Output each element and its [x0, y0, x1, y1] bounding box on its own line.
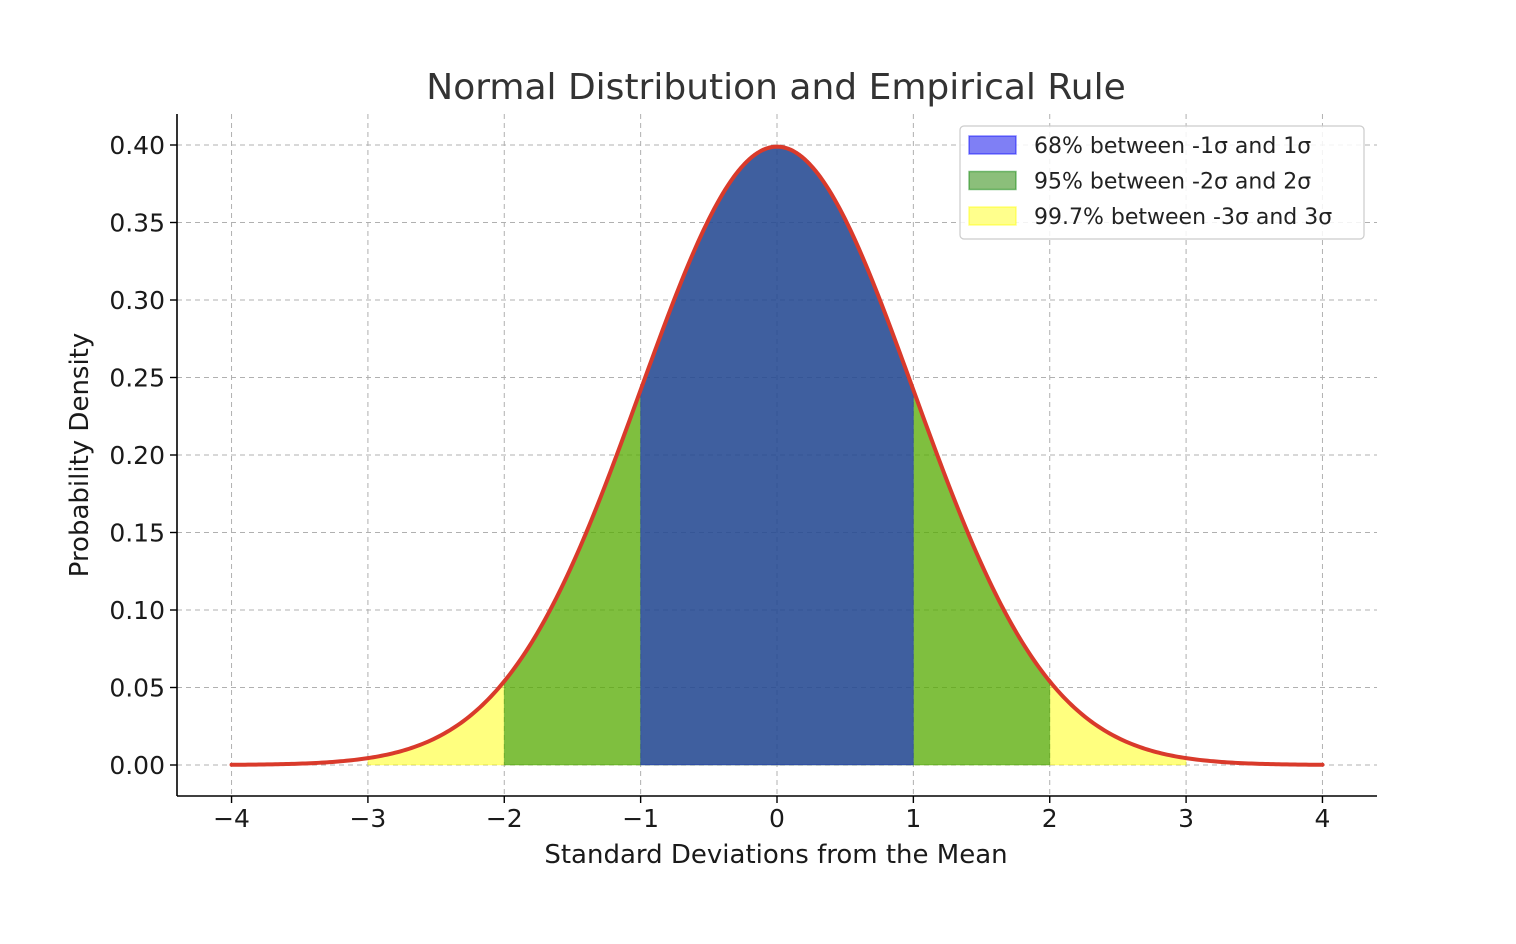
- y-tick-label-5: 0.25: [109, 364, 165, 393]
- legend: 68% between -1σ and 1σ 95% between -2σ an…: [959, 125, 1365, 240]
- y-tick-label-3: 0.15: [109, 519, 165, 548]
- x-axis-label: Standard Deviations from the Mean: [544, 840, 1007, 870]
- x-tick-label-8: 4: [1315, 804, 1331, 833]
- curve-layer: [229, 144, 1325, 767]
- legend-swatch-1: [968, 170, 1017, 191]
- shaded-regions: [367, 146, 1187, 766]
- legend-box: [959, 125, 1365, 240]
- normal-curve-line: [229, 144, 1325, 767]
- x-tick-label-3: −1: [622, 804, 659, 833]
- y-axis-ticks: 0.00 0.05 0.10 0.15 0.20 0.25 0.30 0.35 0.40: [109, 131, 177, 780]
- x-tick-label-0: −4: [213, 804, 250, 833]
- region-0: [640, 146, 914, 766]
- x-tick-label-4: 0: [769, 804, 785, 833]
- legend-swatch-2: [968, 206, 1017, 226]
- y-tick-label-4: 0.20: [109, 441, 165, 470]
- y-tick-label-6: 0.30: [109, 286, 165, 315]
- legend-label-2: 99.7% between -3σ and 3σ: [1034, 205, 1332, 230]
- x-tick-label-6: 2: [1042, 804, 1058, 833]
- y-axis-label: Probability Density: [65, 333, 95, 578]
- y-tick-label-8: 0.40: [109, 131, 165, 160]
- x-tick-label-2: −2: [486, 804, 523, 833]
- legend-label-0: 68% between -1σ and 1σ: [1034, 134, 1311, 159]
- y-tick-label-2: 0.10: [109, 596, 165, 625]
- x-tick-label-1: −3: [349, 804, 386, 833]
- y-tick-label-1: 0.05: [109, 674, 165, 703]
- y-tick-label-7: 0.35: [109, 209, 165, 238]
- legend-label-1: 95% between -2σ and 2σ: [1034, 170, 1311, 195]
- x-axis-ticks: −4 −3 −2 −1 0 1 2 3 4: [213, 796, 1330, 833]
- x-tick-label-5: 1: [905, 804, 921, 833]
- chart-title: Normal Distribution and Empirical Rule: [426, 67, 1125, 108]
- y-tick-label-0: 0.00: [109, 751, 165, 780]
- x-tick-label-7: 3: [1178, 804, 1194, 833]
- legend-swatch-0: [968, 135, 1017, 155]
